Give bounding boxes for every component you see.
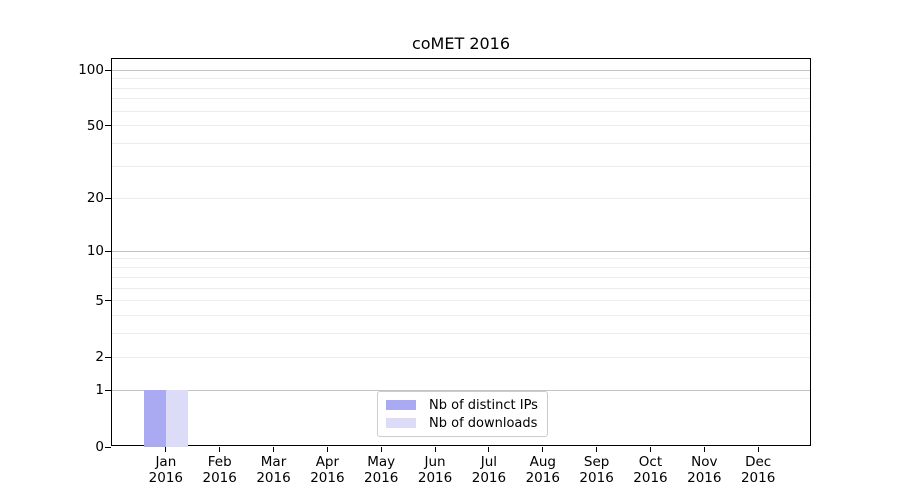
x-tick-label: May 2016 [349, 454, 413, 486]
y-tick-mark [105, 69, 111, 71]
x-tick-label: Mar 2016 [242, 454, 306, 486]
x-tick-month: Jul [480, 454, 498, 470]
x-tick-month: Apr [315, 454, 340, 470]
x-tick-year: 2016 [687, 470, 722, 486]
y-tick-mark [105, 197, 111, 199]
x-tick-label: Jul 2016 [457, 454, 521, 486]
x-tick-month: Jun [424, 454, 446, 470]
minor-gridline [112, 197, 810, 199]
x-tick-mark [434, 447, 436, 452]
y-tick-mark [105, 125, 111, 127]
x-tick-month: Dec [745, 454, 772, 470]
y-tick-mark [105, 356, 111, 358]
y-tick-label: 0 [95, 439, 104, 455]
x-tick-label: Jun 2016 [403, 454, 467, 486]
x-tick-month: Jan [155, 454, 177, 470]
x-tick-month: Aug [529, 454, 556, 470]
x-tick-year: 2016 [417, 470, 453, 486]
minor-gridline [112, 356, 810, 358]
legend-item-distinct-ips: Nb of distinct IPs [386, 398, 547, 413]
y-tick-label: 2 [95, 349, 104, 366]
minor-gridline [112, 87, 810, 89]
x-tick-year: 2016 [310, 470, 345, 486]
minor-gridline [112, 258, 810, 260]
major-gridline [112, 389, 810, 391]
bar-distinct-ips [143, 390, 166, 447]
y-tick-mark [105, 389, 111, 391]
legend-label-downloads: Nb of downloads [429, 415, 538, 431]
x-tick-label: Sep 2016 [565, 454, 629, 486]
x-tick-month: Mar [260, 454, 287, 470]
x-tick-label: Apr 2016 [295, 454, 359, 486]
minor-gridline [112, 110, 810, 112]
x-tick-mark [219, 447, 221, 452]
minor-gridline [112, 300, 810, 302]
x-tick-year: 2016 [740, 470, 776, 486]
x-tick-year: 2016 [525, 470, 560, 486]
y-tick-mark [105, 446, 111, 448]
minor-gridline [112, 78, 810, 80]
x-tick-year: 2016 [148, 470, 184, 486]
minor-gridline [112, 143, 810, 145]
x-tick-year: 2016 [256, 470, 291, 486]
x-tick-mark [488, 447, 490, 452]
x-tick-year: 2016 [471, 470, 507, 486]
minor-gridline [112, 165, 810, 167]
x-tick-mark [165, 447, 167, 452]
x-tick-month: Sep [583, 454, 610, 470]
x-tick-label: Feb 2016 [188, 454, 252, 486]
minor-gridline [112, 267, 810, 268]
x-tick-label: Dec 2016 [726, 454, 790, 486]
x-tick-mark [326, 447, 328, 452]
x-tick-mark [596, 447, 598, 452]
legend-swatch-downloads-icon [386, 418, 416, 428]
x-tick-mark [703, 447, 705, 452]
y-tick-label: 1 [95, 382, 104, 399]
x-tick-label: Jan 2016 [134, 454, 198, 486]
x-tick-label: Oct 2016 [618, 454, 682, 486]
chart-title: coMET 2016 [411, 34, 511, 53]
y-tick-label: 100 [78, 62, 104, 78]
minor-gridline [112, 125, 810, 127]
y-tick-label: 20 [86, 190, 104, 207]
legend-swatch-distinct-ips-icon [386, 400, 416, 410]
legend-item-downloads: Nb of downloads [386, 416, 547, 431]
legend-label-distinct-ips: Nb of distinct IPs [429, 397, 538, 413]
minor-gridline [112, 287, 810, 289]
minor-gridline [112, 315, 810, 317]
x-tick-year: 2016 [202, 470, 237, 486]
x-tick-year: 2016 [579, 470, 614, 486]
minor-gridline [112, 276, 810, 278]
legend: Nb of distinct IPs Nb of downloads [377, 391, 548, 437]
y-tick-label: 5 [95, 292, 104, 309]
x-tick-year: 2016 [633, 470, 668, 486]
x-tick-month: Nov [691, 454, 718, 470]
minor-gridline [112, 333, 810, 335]
x-tick-mark [757, 447, 759, 452]
major-gridline [112, 250, 810, 252]
y-tick-label: 50 [86, 117, 104, 134]
plot-area: Nb of distinct IPs Nb of downloads 0 1 2 5 1… [78, 58, 811, 486]
x-tick-label: Aug 2016 [511, 454, 575, 486]
bar-downloads [165, 390, 188, 447]
x-tick-month: Oct [638, 454, 663, 470]
major-gridline [112, 69, 810, 71]
x-tick-mark [380, 447, 382, 452]
y-tick-label: 10 [86, 243, 104, 260]
x-tick-month: May [367, 454, 396, 470]
x-tick-year: 2016 [364, 470, 399, 486]
y-tick-mark [105, 250, 111, 252]
x-tick-mark [649, 447, 651, 452]
minor-gridline [112, 98, 810, 100]
x-tick-label: Nov 2016 [672, 454, 736, 486]
x-tick-month: Feb [207, 454, 232, 470]
x-tick-mark [542, 447, 544, 452]
x-tick-mark [273, 447, 275, 452]
y-tick-mark [105, 300, 111, 302]
